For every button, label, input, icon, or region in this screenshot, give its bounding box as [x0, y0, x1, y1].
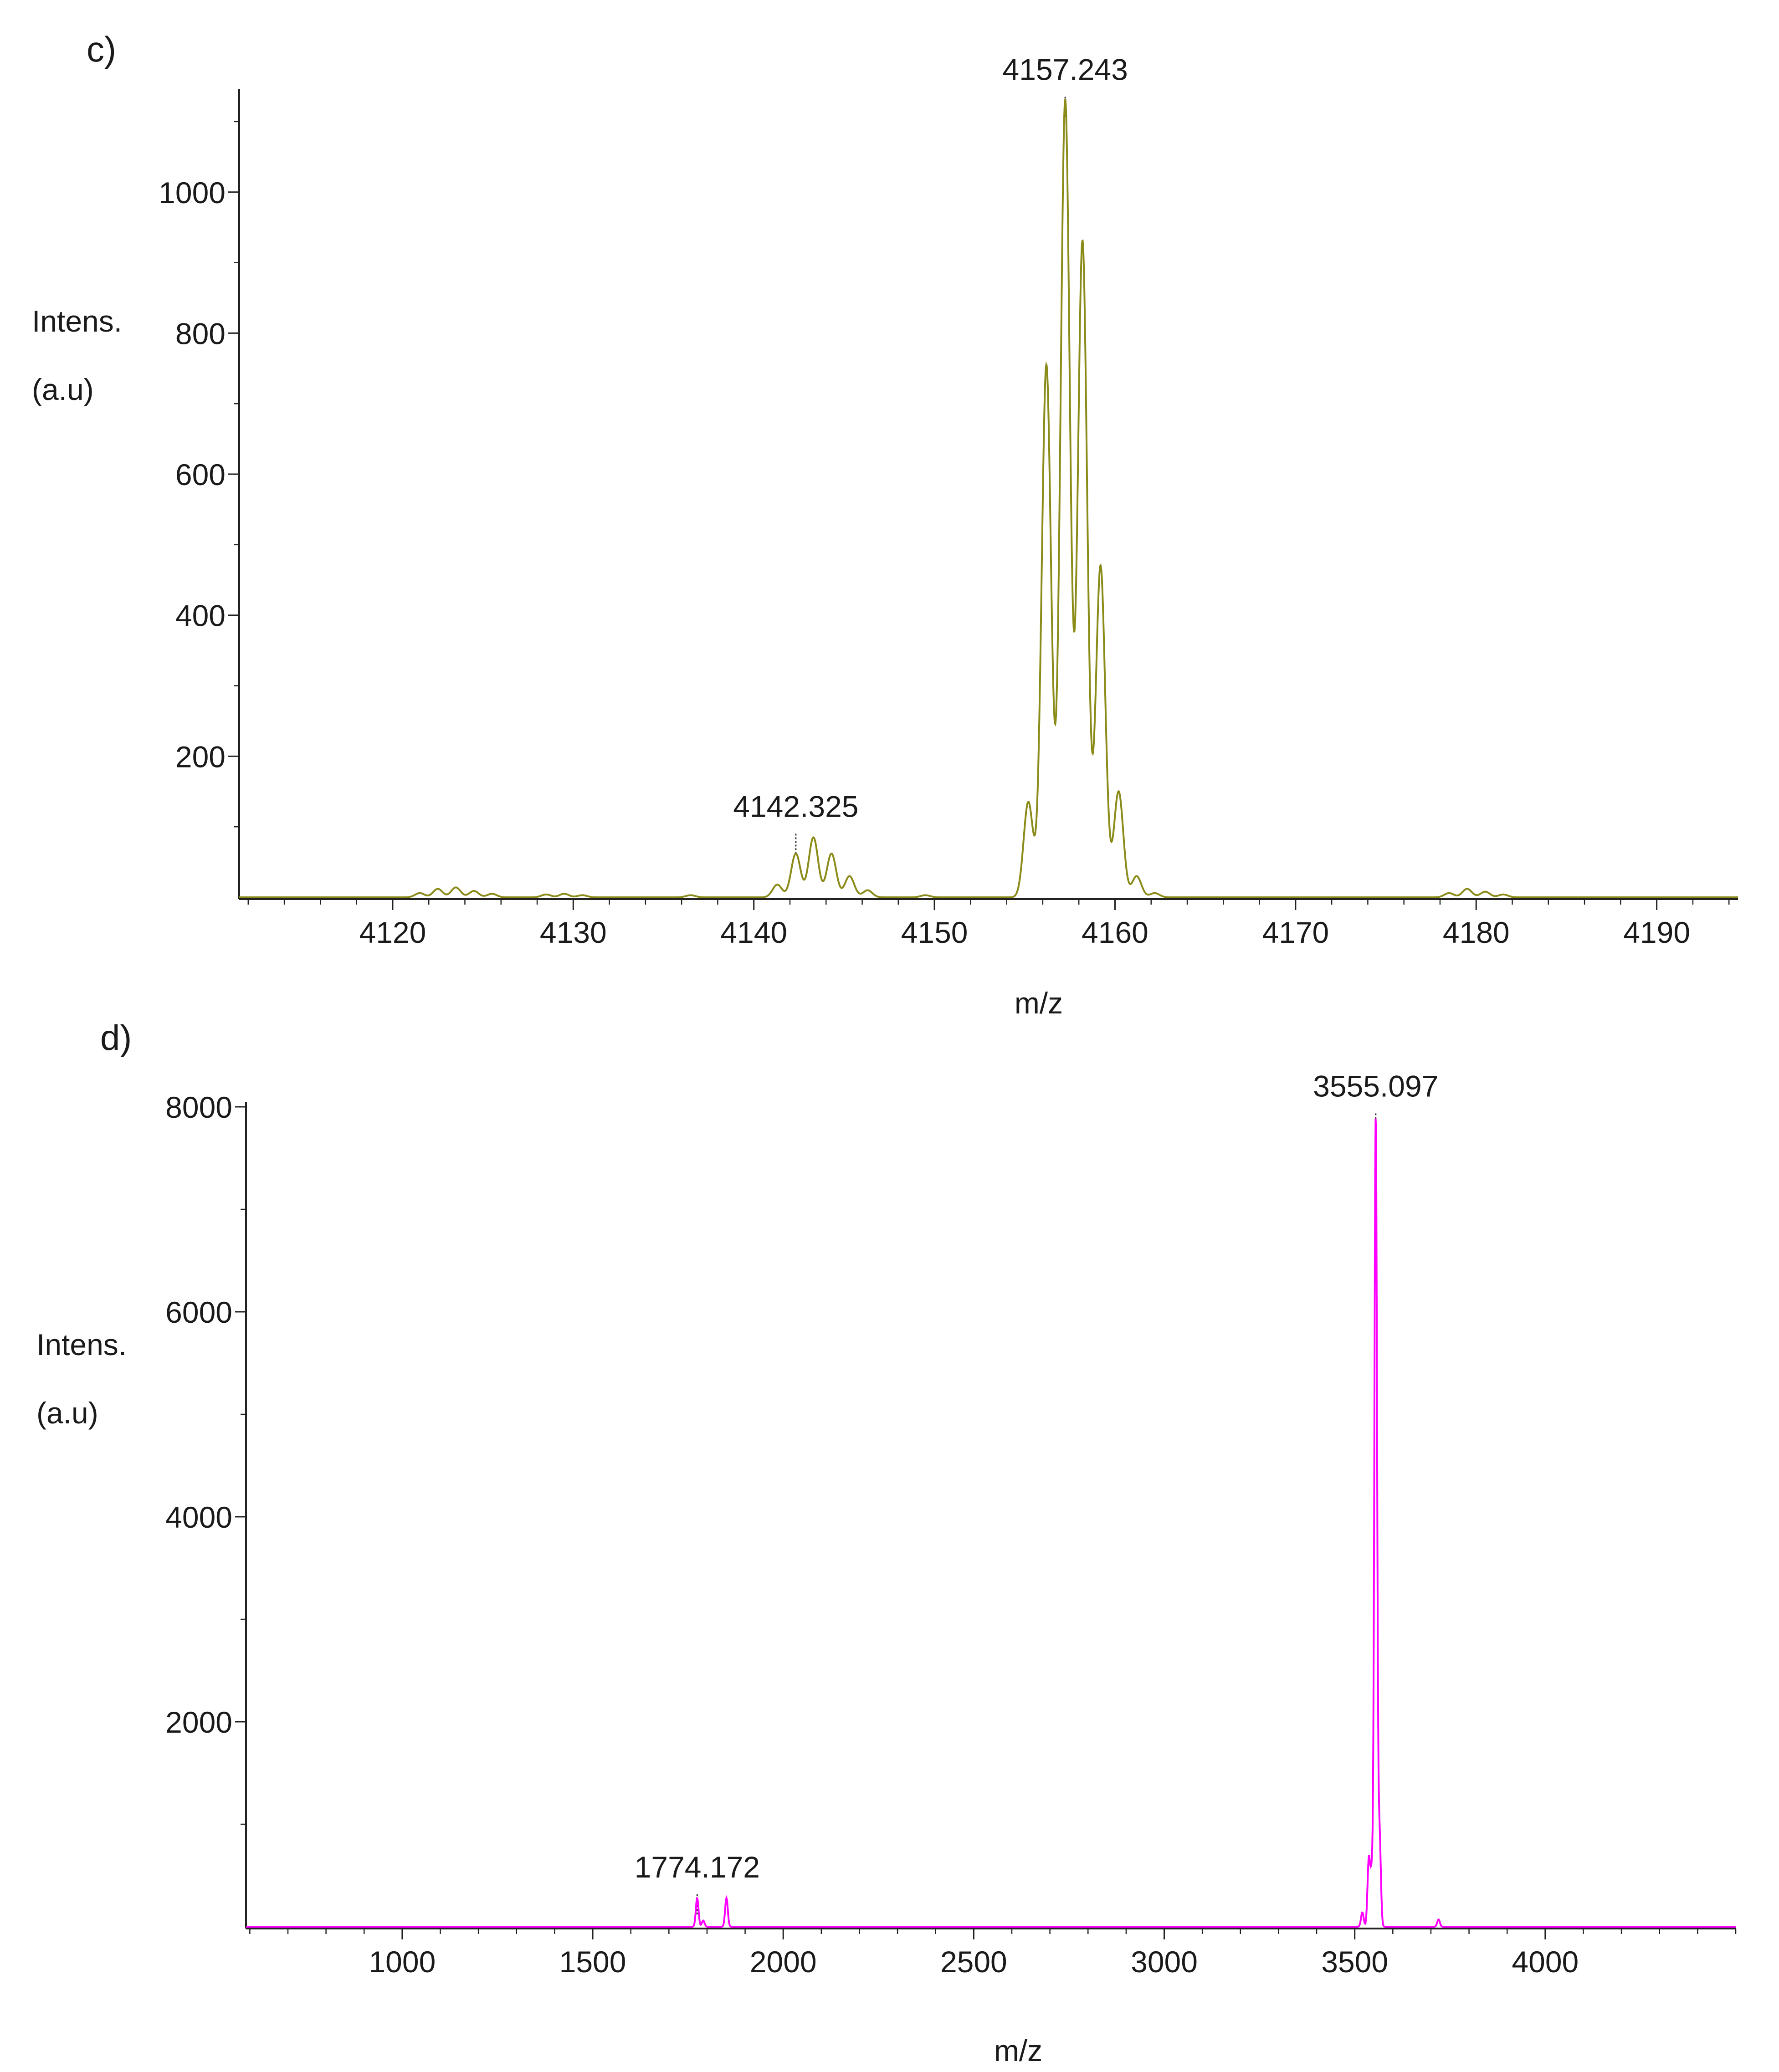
x-tick-label: 4140: [720, 916, 787, 949]
y-tick-label: 8000: [165, 1090, 232, 1124]
x-tick-label: 4130: [540, 916, 607, 949]
y-tick-label: 1000: [159, 176, 226, 210]
y-tick-label: 400: [175, 599, 226, 633]
x-tick-label: 4160: [1082, 916, 1148, 949]
panel-c-peak-labels: 4142.325 4157.243: [733, 52, 1128, 823]
panel-d-xlabel: m/z: [994, 2034, 1042, 2067]
y-tick-label: 200: [175, 740, 226, 773]
x-tick-label: 4170: [1262, 916, 1329, 949]
panel-c-xlabel: m/z: [1015, 986, 1063, 1020]
peak-label: 4142.325: [733, 789, 858, 823]
panel-c-axes: 4120 4130 4140 4150 4160 4170 4180 4190 200 400 60…: [159, 89, 1738, 949]
x-tick-label: 4000: [1512, 1945, 1579, 1979]
x-tick-label: 2000: [750, 1945, 817, 1979]
x-tick-label: 4120: [359, 916, 426, 949]
x-tick-label: 2500: [940, 1945, 1007, 1979]
panel-c-ylabel-line1: Intens.: [32, 304, 122, 338]
y-tick-label: 6000: [165, 1295, 232, 1329]
x-tick-label: 3000: [1131, 1945, 1198, 1979]
panel-d-ylabel-line2: (a.u): [36, 1396, 98, 1430]
panel-d-spectrum-trace: [246, 1118, 1736, 1928]
panel-d-peak-labels: 1774.172 3555.097: [635, 1069, 1439, 1884]
y-tick-label: 600: [175, 458, 226, 491]
peak-label: 4157.243: [1003, 52, 1128, 86]
panel-c-peak-markers: [795, 97, 1066, 856]
panel-c-spectrum-trace: [239, 99, 1738, 898]
y-tick-label: 800: [175, 317, 226, 350]
panel-d-label: d): [100, 1018, 132, 1058]
panel-d-axes: 1000 1500 2000 2500 3000 3500 4000 2000 4000 6000…: [165, 1090, 1737, 1979]
panel-d-peak-markers: [696, 1113, 1377, 1916]
x-tick-label: 3500: [1321, 1945, 1388, 1979]
x-tick-label: 1000: [369, 1945, 436, 1979]
y-tick-label: 4000: [165, 1500, 232, 1534]
x-tick-label: 4150: [901, 916, 968, 949]
panel-d-ylabel-line1: Intens.: [36, 1328, 127, 1361]
x-tick-label: 4190: [1623, 916, 1690, 949]
peak-label: 3555.097: [1313, 1069, 1438, 1103]
peak-label: 1774.172: [635, 1850, 760, 1884]
x-tick-label: 1500: [559, 1945, 626, 1979]
panel-c-ylabel-line2: (a.u): [32, 373, 94, 406]
panel-c-label: c): [87, 29, 116, 69]
panel-d-chart: d) Intens. (a.u) m/z 1000 1500 2000 2500 300…: [36, 1018, 1737, 2067]
panel-c-chart: c) Intens. (a.u) m/z 4120 4130 4140 4150 416…: [32, 29, 1738, 1020]
y-tick-label: 2000: [165, 1705, 232, 1739]
x-tick-label: 4180: [1443, 916, 1510, 949]
